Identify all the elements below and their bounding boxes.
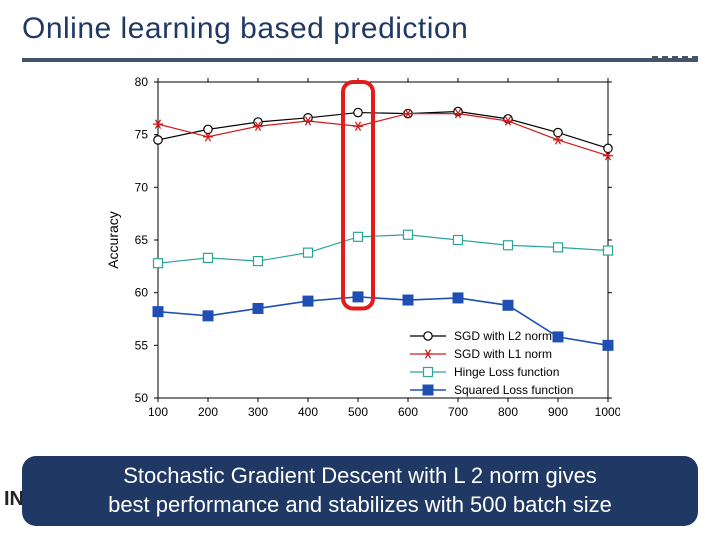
slide: Online learning based prediction 100 200 3… [0, 0, 720, 540]
svg-text:60: 60 [135, 286, 149, 300]
page-title: Online learning based prediction [22, 12, 468, 46]
chart-svg: 100 200 300 400 500 600 700 800 900 1000 50 55 60 65 7… [100, 72, 620, 432]
svg-text:SGD with L2 norm: SGD with L2 norm [454, 329, 552, 343]
svg-text:70: 70 [135, 180, 149, 194]
footer-left: IN [4, 488, 24, 511]
svg-text:Hinge Loss function: Hinge Loss function [454, 365, 559, 379]
caption-box: Stochastic Gradient Descent with L 2 nor… [22, 456, 698, 526]
svg-text:Accuracy: Accuracy [105, 211, 121, 269]
svg-text:55: 55 [135, 338, 149, 352]
svg-text:400: 400 [298, 405, 318, 419]
svg-text:80: 80 [135, 75, 149, 89]
caption-line-1: Stochastic Gradient Descent with L 2 nor… [123, 463, 597, 488]
svg-text:75: 75 [135, 128, 149, 142]
title-underline-dots [22, 56, 700, 64]
svg-text:900: 900 [548, 405, 568, 419]
svg-text:700: 700 [448, 405, 468, 419]
caption-line-2: best performance and stabilizes with 500… [108, 492, 612, 517]
svg-text:1000: 1000 [595, 405, 620, 419]
svg-text:600: 600 [398, 405, 418, 419]
svg-text:65: 65 [135, 233, 149, 247]
svg-text:Squared Loss function: Squared Loss function [454, 383, 573, 397]
svg-text:200: 200 [198, 405, 218, 419]
svg-text:50: 50 [135, 391, 149, 405]
svg-text:100: 100 [148, 405, 168, 419]
svg-text:300: 300 [248, 405, 268, 419]
accuracy-chart: 100 200 300 400 500 600 700 800 900 1000 50 55 60 65 7… [100, 72, 620, 432]
svg-text:800: 800 [498, 405, 518, 419]
caption-text: Stochastic Gradient Descent with L 2 nor… [108, 462, 612, 519]
svg-text:SGD with L1 norm: SGD with L1 norm [454, 347, 552, 361]
svg-text:500: 500 [348, 405, 368, 419]
